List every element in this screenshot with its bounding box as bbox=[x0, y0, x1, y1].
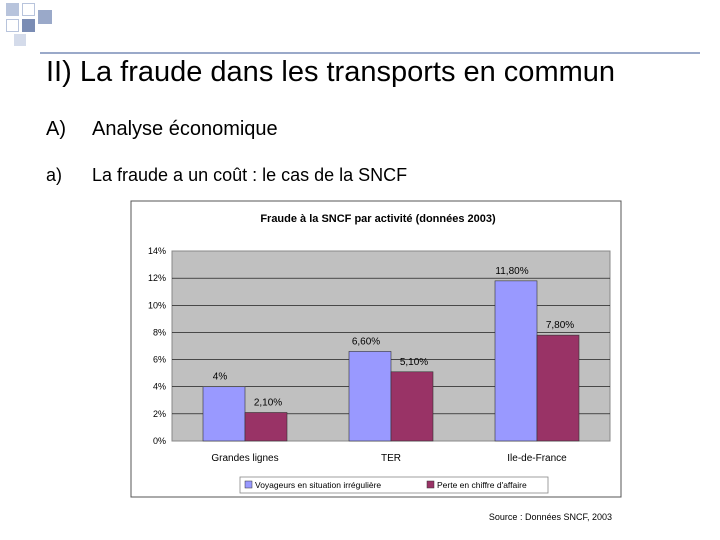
bar bbox=[494, 280, 538, 442]
section-marker: A) bbox=[46, 118, 66, 140]
source-note: Source : Données SNCF, 2003 bbox=[488, 512, 612, 522]
x-tick-label: Ile-de-France bbox=[507, 453, 567, 464]
legend-swatch bbox=[426, 480, 435, 489]
y-tick-label: 2% bbox=[153, 409, 166, 419]
data-label: 6,60% bbox=[352, 336, 380, 347]
y-tick-label: 10% bbox=[148, 300, 166, 310]
title-rule bbox=[40, 52, 700, 54]
y-tick-label: 14% bbox=[148, 246, 166, 256]
section-text: Analyse économique bbox=[92, 118, 278, 140]
data-label: 5,10% bbox=[400, 357, 428, 368]
x-tick-label: TER bbox=[381, 453, 401, 464]
chart-title: Fraude à la SNCF par activité (données 2… bbox=[260, 213, 496, 225]
y-tick-label: 6% bbox=[153, 355, 166, 365]
legend-box bbox=[239, 476, 549, 494]
subsection-marker: a) bbox=[46, 165, 63, 185]
x-tick-label: Grandes lignes bbox=[211, 453, 278, 464]
slide-title: II) La fraude dans les transports en com… bbox=[46, 56, 616, 88]
subsection-heading: a) La fraude a un coût : le cas de la SNC… bbox=[46, 165, 407, 186]
y-tick-label: 4% bbox=[153, 382, 166, 392]
bar bbox=[244, 412, 288, 442]
bar bbox=[390, 371, 434, 442]
data-label: 7,80% bbox=[546, 320, 574, 331]
legend-entry: Perte en chiffre d'affaire bbox=[437, 480, 527, 490]
bar bbox=[202, 386, 246, 442]
data-label: 11,80% bbox=[495, 266, 528, 277]
legend-entry: Voyageurs en situation irrégulière bbox=[255, 480, 381, 490]
data-label: 2,10% bbox=[254, 398, 282, 409]
legend-swatch bbox=[244, 480, 253, 489]
data-label: 4% bbox=[213, 372, 228, 383]
subsection-text: La fraude a un coût : le cas de la SNCF bbox=[92, 165, 408, 185]
y-tick-label: 0% bbox=[153, 436, 166, 446]
y-tick-label: 8% bbox=[153, 327, 166, 337]
bar bbox=[348, 351, 392, 442]
section-heading: A) Analyse économique bbox=[46, 118, 278, 141]
bar bbox=[536, 334, 580, 442]
y-tick-label: 12% bbox=[148, 273, 166, 283]
